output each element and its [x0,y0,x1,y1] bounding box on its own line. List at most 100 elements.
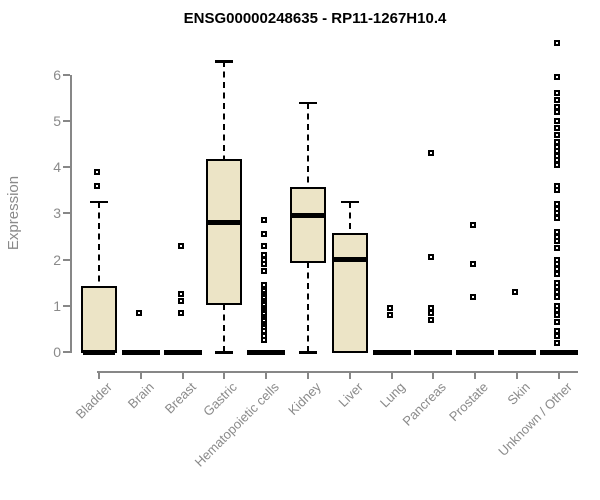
upper-whisker-cap [90,200,108,204]
box [331,233,368,353]
y-tick-label: 6 [53,66,61,83]
outlier-point [553,182,560,189]
y-axis-line [70,75,72,353]
collapsed-box-line [539,349,578,355]
y-tick-label: 4 [53,159,61,176]
collapsed-box-line [247,349,286,355]
x-axis-tick [139,372,142,379]
outlier-point [512,288,518,295]
outlier-point [177,291,184,298]
collapsed-box-line [372,349,411,355]
outlier-point [261,268,268,275]
outlier-point [553,328,560,335]
outlier-point [553,118,560,125]
lower-whisker-line [307,261,309,352]
x-axis-tick [390,372,393,379]
y-tick-label: 2 [53,251,61,268]
outlier-point [553,302,560,309]
outlier-point [261,252,268,259]
y-axis-tick [63,73,70,76]
y-tick-label: 5 [53,113,61,130]
outlier-point [470,222,477,229]
outlier-point [177,309,184,316]
median-line [292,213,324,219]
y-axis-tick [63,120,70,123]
lower-whisker-cap [299,351,317,354]
chart-title: ENSG00000248635 - RP11-1267H10.4 [183,10,447,27]
y-axis-tick [63,258,70,261]
x-axis-tick [432,372,435,379]
y-axis-tick [63,212,70,215]
collapsed-box-line [414,349,453,355]
outlier-point [386,312,393,319]
collapsed-box-line [498,349,536,355]
upper-whisker-line [348,201,351,235]
y-tick-label: 1 [53,297,61,314]
x-axis-tick [223,372,226,379]
upper-whisker-cap [299,101,317,105]
outlier-point [261,282,268,289]
outlier-point [386,305,393,312]
outlier-point [553,90,560,97]
outlier-point [553,201,560,208]
collapsed-box-line [456,349,495,355]
upper-whisker-line [307,102,309,189]
outlier-point [553,132,560,138]
x-axis-tick [181,372,184,379]
outlier-point [470,261,477,268]
box [290,187,326,263]
outlier-point [261,231,268,238]
outlier-point [553,339,560,346]
outlier-point [428,305,435,312]
outlier-point [553,279,560,286]
x-axis-tick [265,372,268,379]
upper-whisker-line [223,61,226,161]
collapsed-box-line [121,349,160,355]
upper-whisker-cap [340,200,359,204]
outlier-point [261,242,268,249]
outlier-point [470,293,477,300]
x-axis-tick [348,372,351,379]
outlier-point [553,104,560,111]
x-axis-tick [557,372,560,379]
outlier-point [553,245,560,252]
lower-whisker-cap [215,351,234,354]
outlier-point [553,138,560,145]
upper-whisker-line [98,201,100,288]
y-tick-label: 3 [53,205,61,222]
outlier-point [261,217,268,224]
outlier-point [428,316,435,323]
x-axis-tick [516,372,518,379]
outlier-point [553,125,560,132]
median-line [208,220,241,226]
outlier-point [94,182,100,189]
lower-whisker-line [223,303,226,352]
outlier-point [135,309,142,316]
outlier-point [553,97,560,104]
y-tick-label: 0 [53,344,61,360]
y-axis-title: Expression [5,175,22,251]
y-axis-tick [63,304,70,307]
outlier-point [428,254,435,261]
y-axis-tick [63,166,70,169]
upper-whisker-cap [215,60,234,63]
x-axis-tick [474,372,477,379]
outlier-point [553,318,560,325]
box [81,286,117,353]
outlier-point [428,150,435,157]
median-line [333,257,366,263]
outlier-point [177,242,184,249]
outlier-point [553,74,560,81]
x-axis-tick [307,372,309,379]
median-line [83,349,115,355]
x-axis-line [97,371,578,373]
outlier-point [553,228,560,235]
outlier-point [177,298,184,305]
y-axis-tick [63,351,70,353]
collapsed-box-line [163,349,202,355]
outlier-point [94,168,100,175]
outlier-point [553,39,560,46]
box [206,159,243,305]
outlier-point [553,256,560,263]
